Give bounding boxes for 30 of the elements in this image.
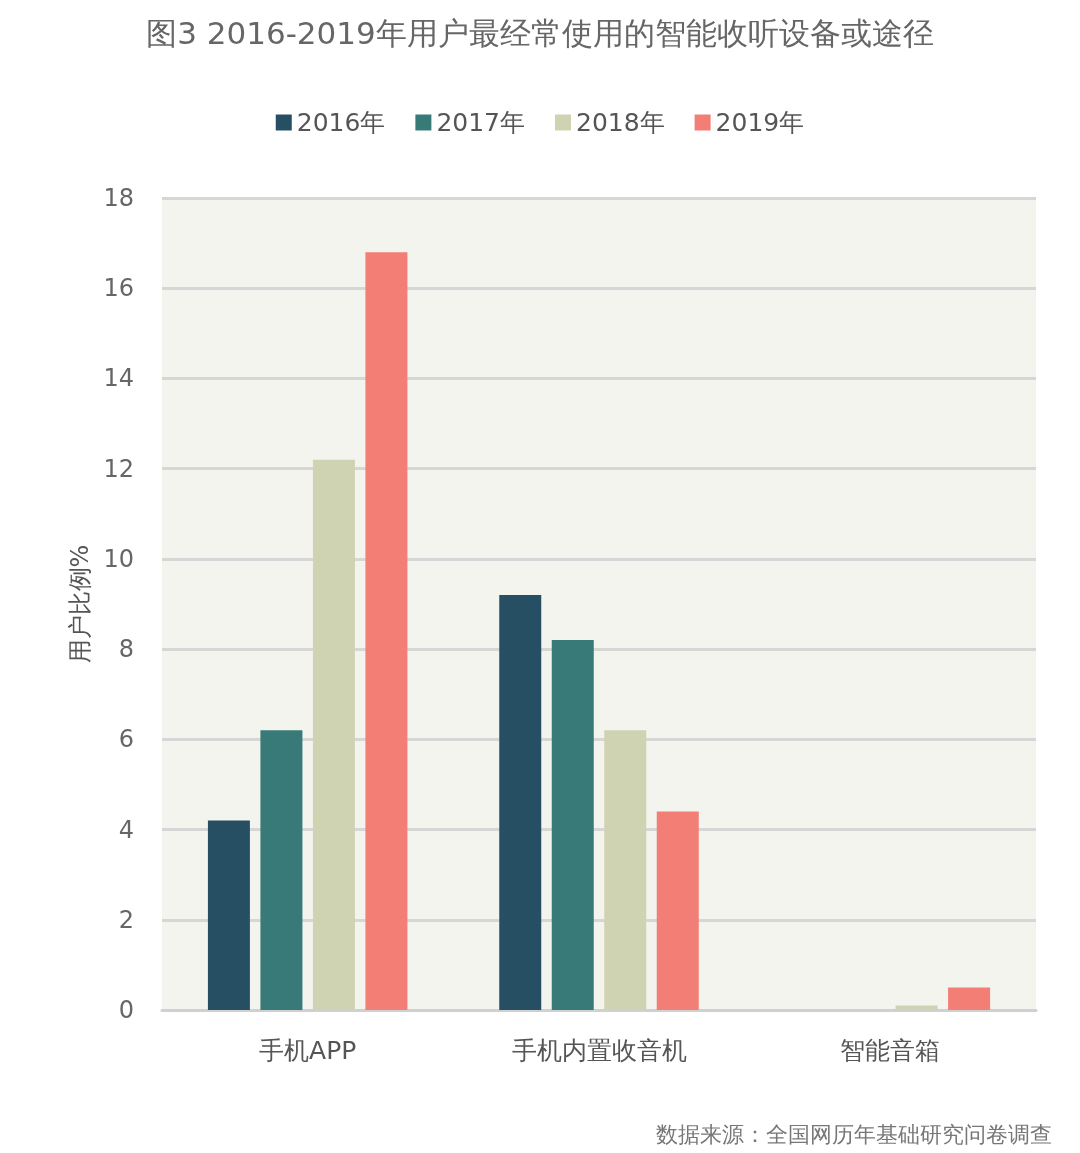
y-tick-label: 4 xyxy=(118,815,134,844)
source-note: 数据来源：全国网历年基础研究问卷调查 xyxy=(656,1121,1052,1147)
legend-label: 2016年 xyxy=(296,108,386,137)
x-tick-label: 手机内置收音机 xyxy=(511,1036,687,1065)
legend-label: 2018年 xyxy=(576,108,665,137)
bar xyxy=(365,252,408,1010)
y-tick-label: 12 xyxy=(103,454,134,483)
y-tick-label: 0 xyxy=(118,996,134,1024)
y-axis-title: 用户比例% xyxy=(66,544,94,664)
y-tick-label: 14 xyxy=(103,364,134,393)
bar xyxy=(207,820,250,1010)
bar xyxy=(604,730,647,1010)
bar xyxy=(551,640,594,1010)
bar xyxy=(948,987,991,1010)
y-tick-label: 18 xyxy=(103,184,134,212)
bar xyxy=(499,594,542,1010)
x-tick-label: 手机APP xyxy=(259,1036,357,1065)
y-tick-label: 6 xyxy=(118,725,134,754)
bar xyxy=(312,459,355,1010)
y-tick-label: 2 xyxy=(118,905,134,934)
y-tick-label: 16 xyxy=(103,274,134,303)
chart-title: 图3 2016-2019年用户最经常使用的智能收听设备或途径 xyxy=(146,14,934,51)
bar xyxy=(895,1005,938,1010)
y-tick-label: 8 xyxy=(118,635,134,664)
legend-label: 2019年 xyxy=(715,108,805,137)
bar xyxy=(260,730,303,1010)
bar xyxy=(656,811,699,1010)
y-tick-label: 10 xyxy=(103,544,134,573)
legend-label: 2017年 xyxy=(436,108,525,137)
x-tick-label: 智能音箱 xyxy=(840,1036,941,1065)
